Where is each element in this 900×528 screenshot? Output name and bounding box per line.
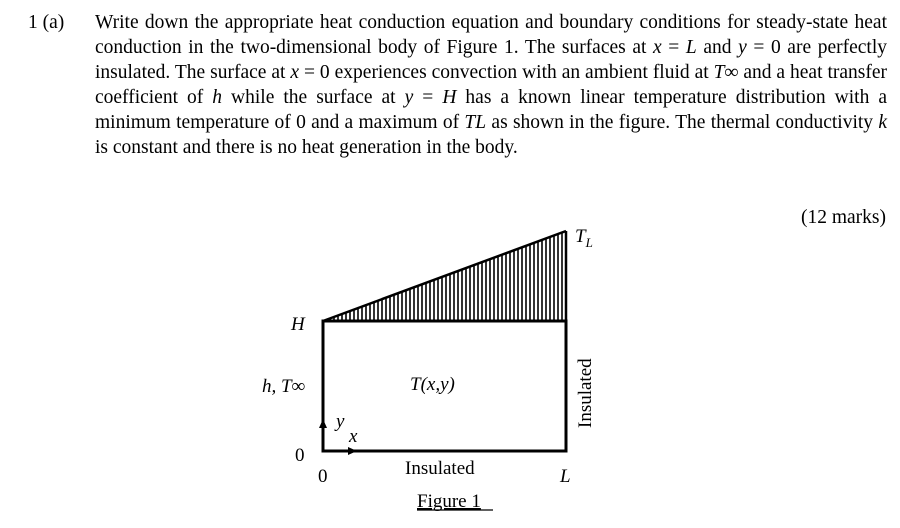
text-segment: and xyxy=(696,37,739,58)
text-segment: k xyxy=(878,112,888,133)
figure-caption: Figure 1 xyxy=(417,491,481,512)
label-origin-y: 0 xyxy=(295,445,305,466)
text-segment: y xyxy=(404,87,414,108)
text-segment: is constant and there is no heat generat… xyxy=(95,137,518,158)
text-segment: as shown in the figure. The thermal cond… xyxy=(486,112,879,133)
text-segment: x xyxy=(653,37,662,58)
text-segment: = 0 are perfectly insulated. The surface… xyxy=(95,37,887,83)
text-segment: L xyxy=(685,37,697,58)
label-temperature-field: T(x,y) xyxy=(410,374,455,395)
marks-label: (12 marks) xyxy=(800,207,886,228)
text-segment: y xyxy=(738,37,747,58)
text-segment: while the surface at xyxy=(222,87,405,108)
question-text: Write down the appropriate heat conducti… xyxy=(95,10,887,160)
label-insulated-right: Insulated xyxy=(575,358,596,428)
text-segment: Write down the appropriate heat conducti… xyxy=(95,12,887,58)
label-insulated-bottom: Insulated xyxy=(405,458,475,479)
text-segment: = xyxy=(413,87,443,108)
label-tl: TL xyxy=(575,226,593,250)
label-axis-y: y xyxy=(334,411,345,432)
text-segment: = xyxy=(661,37,686,58)
label-origin-x: 0 xyxy=(318,466,328,487)
body-rectangle xyxy=(321,319,568,453)
text-segment: h xyxy=(212,87,223,108)
temperature-profile-line xyxy=(322,229,567,323)
text-segment: x xyxy=(290,62,300,83)
text-segment: T∞ xyxy=(713,62,739,83)
label-h: H xyxy=(290,314,306,335)
question-number: 1 (a) xyxy=(28,12,65,33)
label-convection: h, T∞ xyxy=(262,376,305,397)
text-segment: has a known linear temperature distribut… xyxy=(95,87,887,133)
text-segment: = 0 experiences convection with an ambie… xyxy=(299,62,714,83)
text-segment: TL xyxy=(464,112,487,133)
text-segment: and a heat transfer coefficient of xyxy=(95,62,887,108)
label-l: L xyxy=(559,466,571,487)
text-segment: H xyxy=(442,87,457,108)
label-axis-x: x xyxy=(348,426,358,447)
